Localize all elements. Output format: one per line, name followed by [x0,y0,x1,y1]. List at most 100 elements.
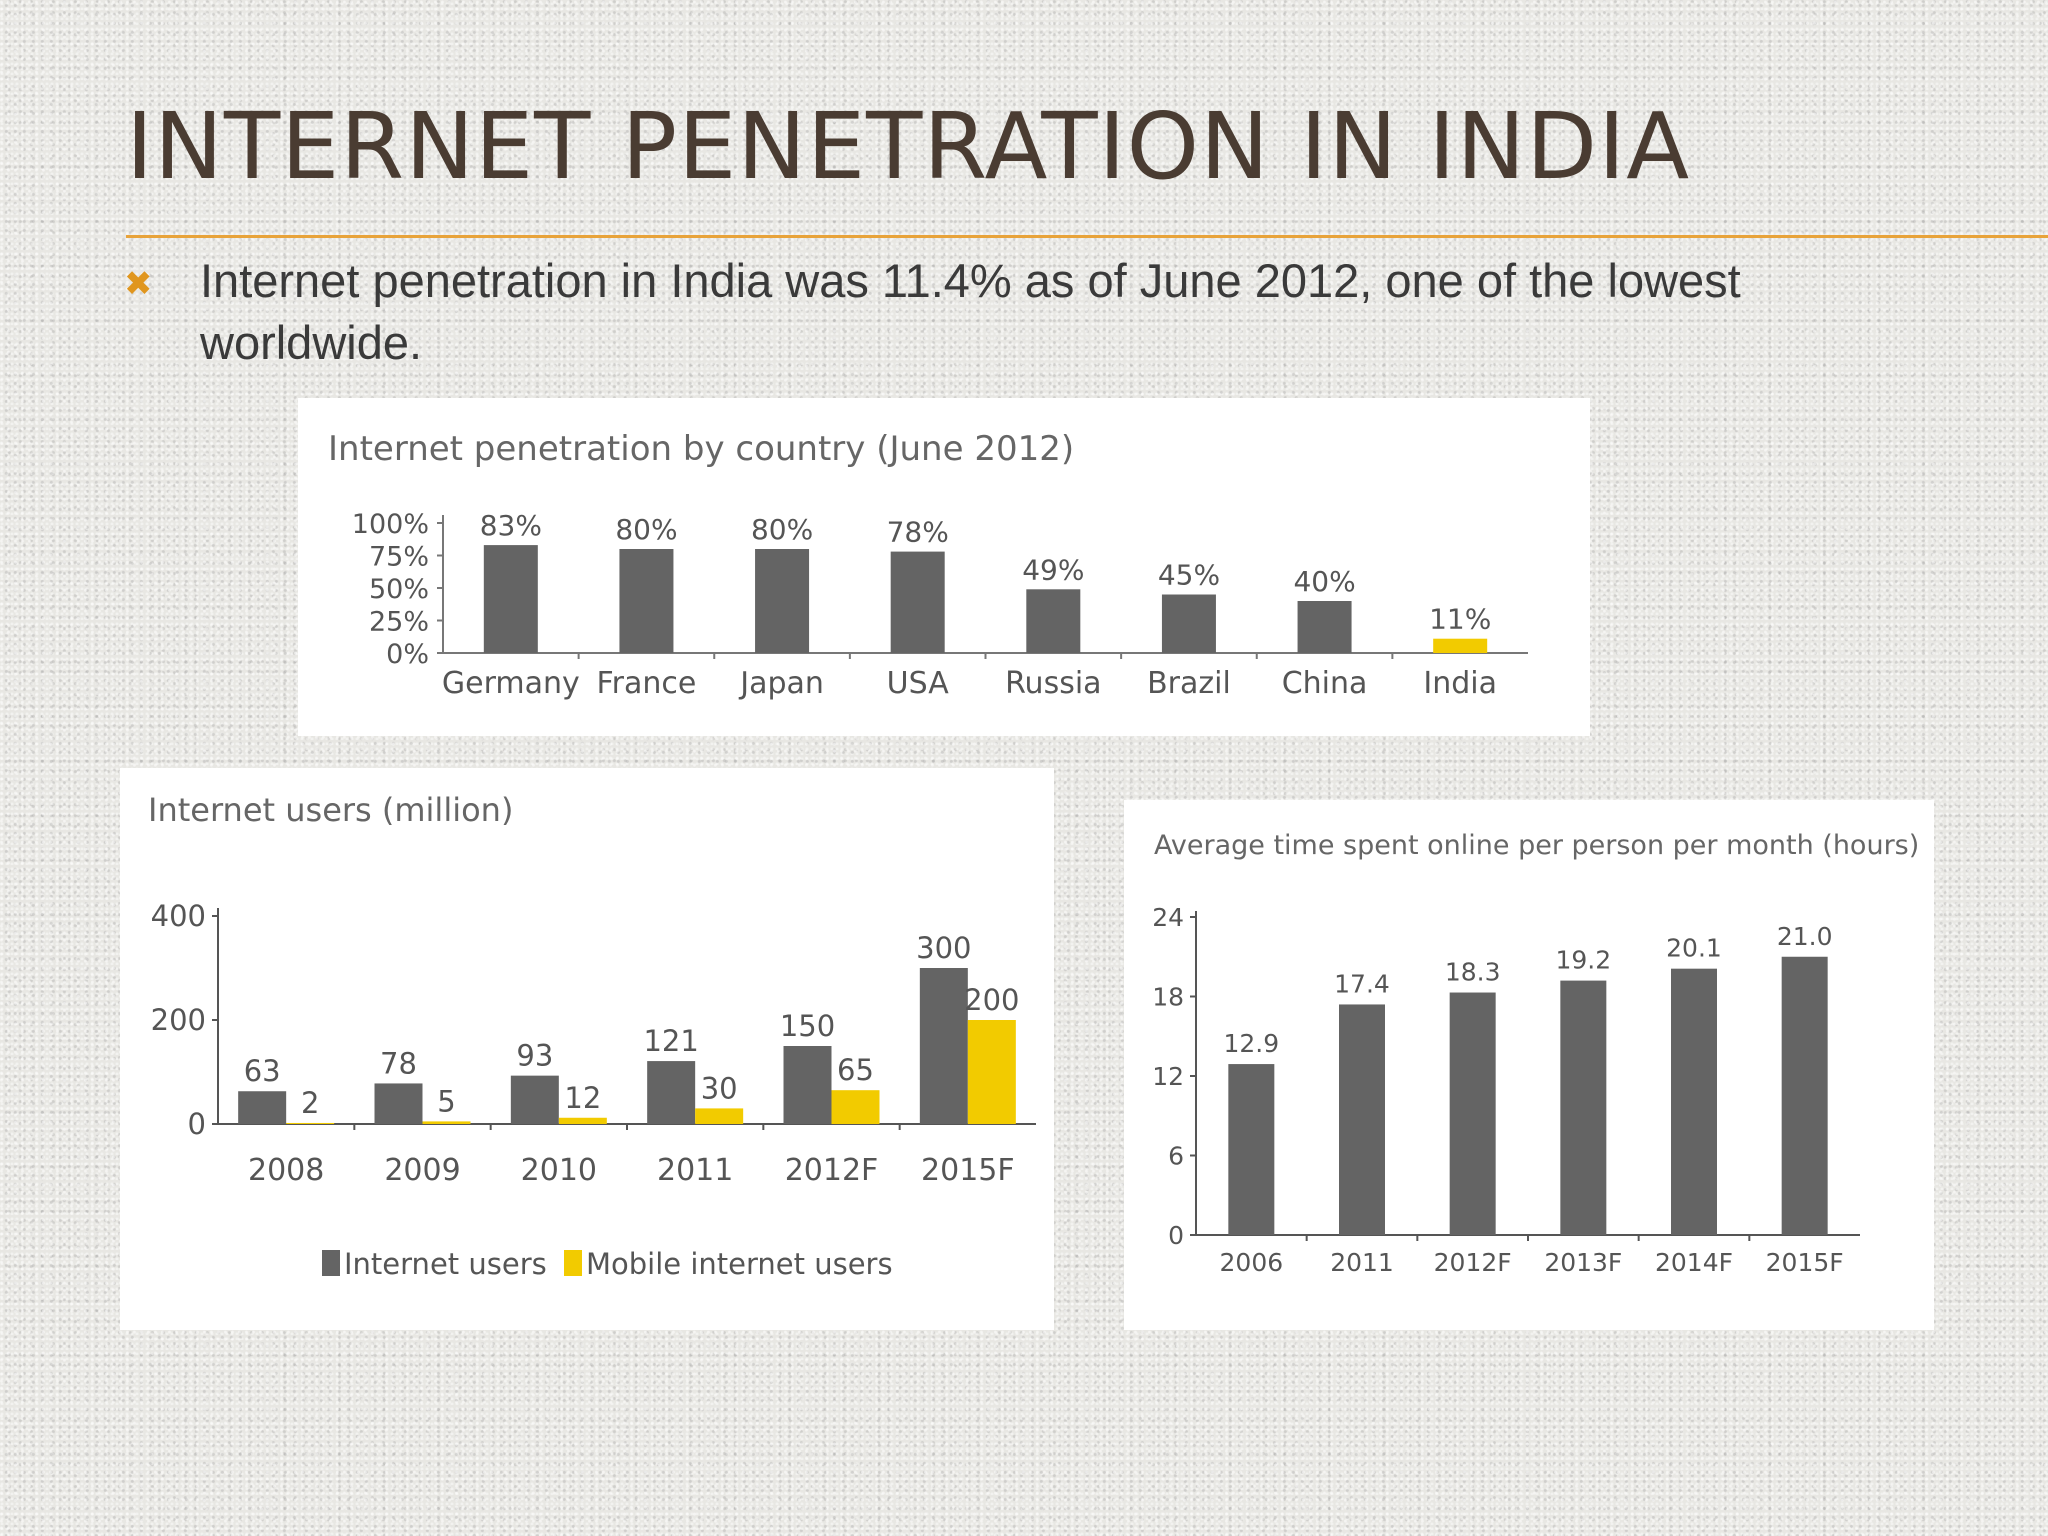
cross-bullet-icon: ✖ [124,265,153,303]
x-tick-label: 2012F [1434,1248,1512,1277]
data-label: 150 [780,1009,835,1043]
x-tick-label: Japan [738,666,824,701]
y-tick-label: 25% [369,607,429,638]
bar-2014f [1671,968,1717,1235]
bar-internet-2009 [374,1083,423,1124]
bar-germany [483,545,538,653]
x-tick-label: China [1282,666,1368,701]
data-label: 40% [1293,565,1355,598]
data-label: 121 [643,1024,698,1058]
bullet-text: Internet penetration in India was 11.4% … [200,254,1741,369]
bar-2006 [1228,1064,1275,1235]
bar-france [619,549,674,653]
data-label: 93 [516,1039,553,1073]
data-label: 83% [480,509,542,542]
x-tick-label: Brazil [1147,666,1231,701]
bar-2015f [1781,956,1828,1235]
x-tick-label: 2014F [1655,1248,1733,1277]
y-tick-label: 0 [1168,1221,1184,1250]
data-label: 12 [564,1081,601,1115]
y-tick-label: 18 [1152,983,1184,1012]
time-online-chart-panel: Average time spent online per person per… [1124,800,1934,1330]
bar-india [1433,638,1488,653]
bar-mobile-2009 [422,1121,471,1124]
x-tick-label: 2012F [785,1153,879,1188]
slide-title: INTERNET PENETRATION IN INDIA [126,93,1691,200]
x-tick-label: 2015F [921,1153,1015,1188]
bar-2012f [1449,992,1496,1235]
data-label: 63 [244,1054,281,1088]
bar-mobile-2008 [286,1122,335,1124]
x-tick-label: 2009 [384,1153,460,1188]
data-label: 12.9 [1223,1029,1279,1058]
bar-mobile-2015f [967,1020,1016,1124]
data-label: 17.4 [1334,969,1390,998]
data-label: 21.0 [1777,922,1833,951]
bar-internet-2015f [919,968,968,1124]
time-online-chart: Average time spent online per person per… [1152,830,1919,1277]
x-tick-label: 2011 [1330,1248,1394,1277]
data-label: 2 [301,1086,319,1120]
y-tick-label: 0% [386,639,429,670]
data-label: 19.2 [1555,946,1611,975]
penetration-chart-panel: Internet penetration by country (June 20… [298,398,1590,736]
legend-label: Mobile internet users [586,1247,893,1281]
data-label: 200 [964,983,1019,1017]
bar-internet-2008 [238,1091,287,1124]
y-tick-label: 12 [1152,1062,1184,1091]
x-tick-label: 2008 [248,1153,324,1188]
bar-china [1297,601,1352,653]
data-label: 300 [916,931,971,965]
time-online-chart-title: Average time spent online per person per… [1154,830,1919,861]
y-tick-label: 200 [151,1003,206,1037]
x-tick-label: 2013F [1544,1248,1622,1277]
bar-mobile-2012f [831,1090,880,1124]
y-tick-label: 6 [1168,1142,1184,1171]
data-label: 80% [615,513,677,546]
y-tick-label: 400 [151,899,206,933]
y-tick-label: 50% [369,574,429,605]
data-label: 45% [1158,559,1220,592]
bar-internet-2011 [647,1061,696,1124]
legend-label: Internet users [344,1247,547,1281]
bar-brazil [1161,594,1216,653]
data-label: 80% [751,513,813,546]
x-tick-label: USA [887,666,950,701]
bar-usa [890,551,945,653]
bar-mobile-2011 [695,1108,744,1124]
y-tick-label: 75% [369,542,429,573]
data-label: 65 [837,1053,874,1087]
bar-mobile-2010 [558,1117,607,1124]
x-tick-label: 2006 [1220,1248,1284,1277]
data-label: 5 [437,1084,455,1118]
bar-2013f [1560,980,1607,1235]
x-tick-label: Russia [1005,666,1102,701]
bar-internet-2012f [783,1046,832,1124]
x-tick-label: France [597,666,697,701]
internet-users-chart-title: Internet users (million) [148,791,513,829]
internet-users-chart: Internet users (million) 400 200 0 63 2 2008 7… [148,791,1036,1281]
data-label: 20.1 [1666,934,1722,963]
x-tick-label: India [1423,666,1497,701]
y-tick-label: 0 [188,1107,206,1141]
bar-2011 [1339,1004,1385,1235]
legend-swatch-mobile [564,1250,582,1276]
data-label: 49% [1022,553,1084,586]
legend-swatch-internet [322,1250,340,1276]
y-tick-label: 24 [1152,903,1184,932]
x-tick-label: 2010 [521,1153,597,1188]
internet-users-chart-panel: Internet users (million) 400 200 0 63 2 2008 7… [120,768,1054,1330]
x-tick-label: 2015F [1766,1248,1844,1277]
data-label: 30 [701,1071,738,1105]
bar-internet-2010 [510,1075,559,1124]
bar-japan [755,549,810,653]
penetration-chart-title: Internet penetration by country (June 20… [328,429,1074,469]
bar-russia [1026,589,1081,653]
data-label: 18.3 [1445,958,1501,987]
y-tick-label: 100% [352,509,429,540]
x-tick-label: Germany [442,666,580,701]
data-label: 78% [887,516,949,549]
data-label: 11% [1429,603,1491,636]
data-label: 78 [380,1046,417,1080]
title-divider [126,235,2048,238]
